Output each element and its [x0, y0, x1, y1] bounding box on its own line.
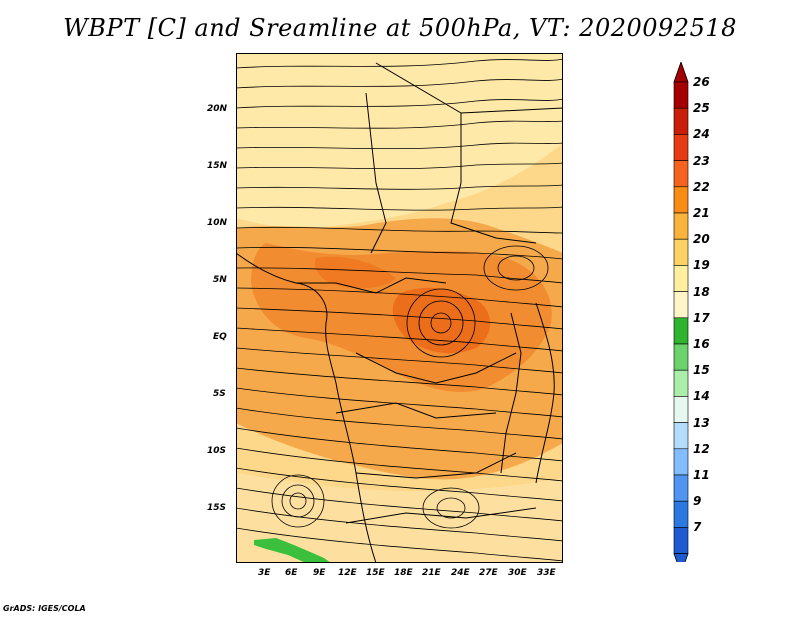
colorbar-swatch-15	[673, 474, 689, 502]
colorbar-label-9: 9	[693, 494, 702, 509]
colorbar-label-20: 20	[693, 232, 710, 247]
lon-label-6e: 6E	[285, 568, 298, 578]
colorbar-label-24: 24	[693, 127, 710, 142]
colorbar-swatch-14	[673, 448, 689, 476]
colorbar-label-25: 25	[693, 101, 710, 116]
wbpt-field-23	[392, 287, 491, 354]
colorbar-label-12: 12	[693, 441, 710, 456]
colorbar-swatch-13	[673, 422, 689, 450]
colorbar-label-7: 7	[693, 520, 702, 535]
lat-label-10s: 10S	[207, 446, 227, 456]
lon-label-9e: 9E	[313, 568, 326, 578]
colorbar-swatch-6	[673, 238, 689, 266]
chart-title: WBPT [C] and Sreamline at 500hPa, VT: 20…	[63, 14, 737, 42]
lat-label-20n: 20N	[207, 104, 228, 114]
colorbar-label-11: 11	[693, 468, 710, 482]
wbpt-field-19	[236, 53, 563, 229]
wbpt-field-23b	[314, 256, 396, 289]
colorbar-swatch-11	[673, 369, 689, 397]
colorbar-bottom-arrow	[673, 553, 689, 562]
footer-credit: GrADS: IGES/COLA	[3, 604, 86, 613]
colorbar-swatch-5	[673, 212, 689, 240]
colorbar-label-22: 22	[693, 179, 710, 194]
colorbar-swatch-9	[673, 317, 689, 345]
colorbar	[673, 62, 689, 562]
colorbar-label-23: 23	[693, 153, 710, 168]
lon-label-15e: 15E	[366, 568, 385, 578]
colorbar-swatch-12	[673, 396, 689, 423]
lat-label-15s: 15S	[207, 503, 227, 513]
colorbar-swatch-17	[673, 527, 689, 554]
colorbar-label-18: 18	[693, 284, 710, 299]
wbpt-field-green	[254, 538, 331, 563]
colorbar-swatch-3	[673, 160, 689, 188]
lon-label-30e: 30E	[508, 568, 527, 578]
lon-label-3e: 3E	[258, 568, 271, 578]
colorbar-swatch-16	[673, 500, 689, 528]
colorbar-swatch-4	[673, 186, 689, 214]
lon-label-12e: 12E	[338, 568, 357, 578]
colorbar-label-21: 21	[693, 206, 710, 220]
colorbar-swatch-7	[673, 265, 689, 292]
colorbar-label-13: 13	[693, 415, 710, 430]
lat-label-eq: EQ	[213, 332, 227, 342]
colorbar-label-16: 16	[693, 337, 710, 351]
lat-label-15n: 15N	[207, 161, 228, 171]
colorbar-swatch-2	[673, 134, 689, 161]
colorbar-label-19: 19	[693, 258, 710, 273]
colorbar-swatch-0	[673, 81, 689, 109]
colorbar-swatch-1	[673, 107, 689, 135]
lat-label-5n: 5N	[213, 275, 227, 285]
colorbar-label-14: 14	[693, 389, 710, 404]
colorbar-top-arrow	[673, 62, 689, 83]
streamlines	[236, 58, 563, 562]
lon-label-33e: 33E	[537, 568, 556, 578]
wbpt-field-south	[236, 473, 563, 563]
country-borders	[236, 62, 563, 563]
colorbar-swatch-8	[673, 291, 689, 319]
lon-label-27e: 27E	[479, 568, 498, 578]
colorbar-swatch-10	[673, 343, 689, 371]
colorbar-label-26: 26	[693, 75, 710, 89]
map-panel	[236, 53, 563, 563]
lon-label-18e: 18E	[394, 568, 413, 578]
lat-label-5s: 5S	[213, 389, 226, 399]
map-frame	[236, 53, 563, 563]
lat-label-10n: 10N	[207, 218, 228, 228]
colorbar-label-17: 17	[693, 310, 710, 325]
lon-label-24e: 24E	[451, 568, 470, 578]
lon-label-21e: 21E	[422, 568, 441, 578]
colorbar-label-15: 15	[693, 363, 710, 378]
